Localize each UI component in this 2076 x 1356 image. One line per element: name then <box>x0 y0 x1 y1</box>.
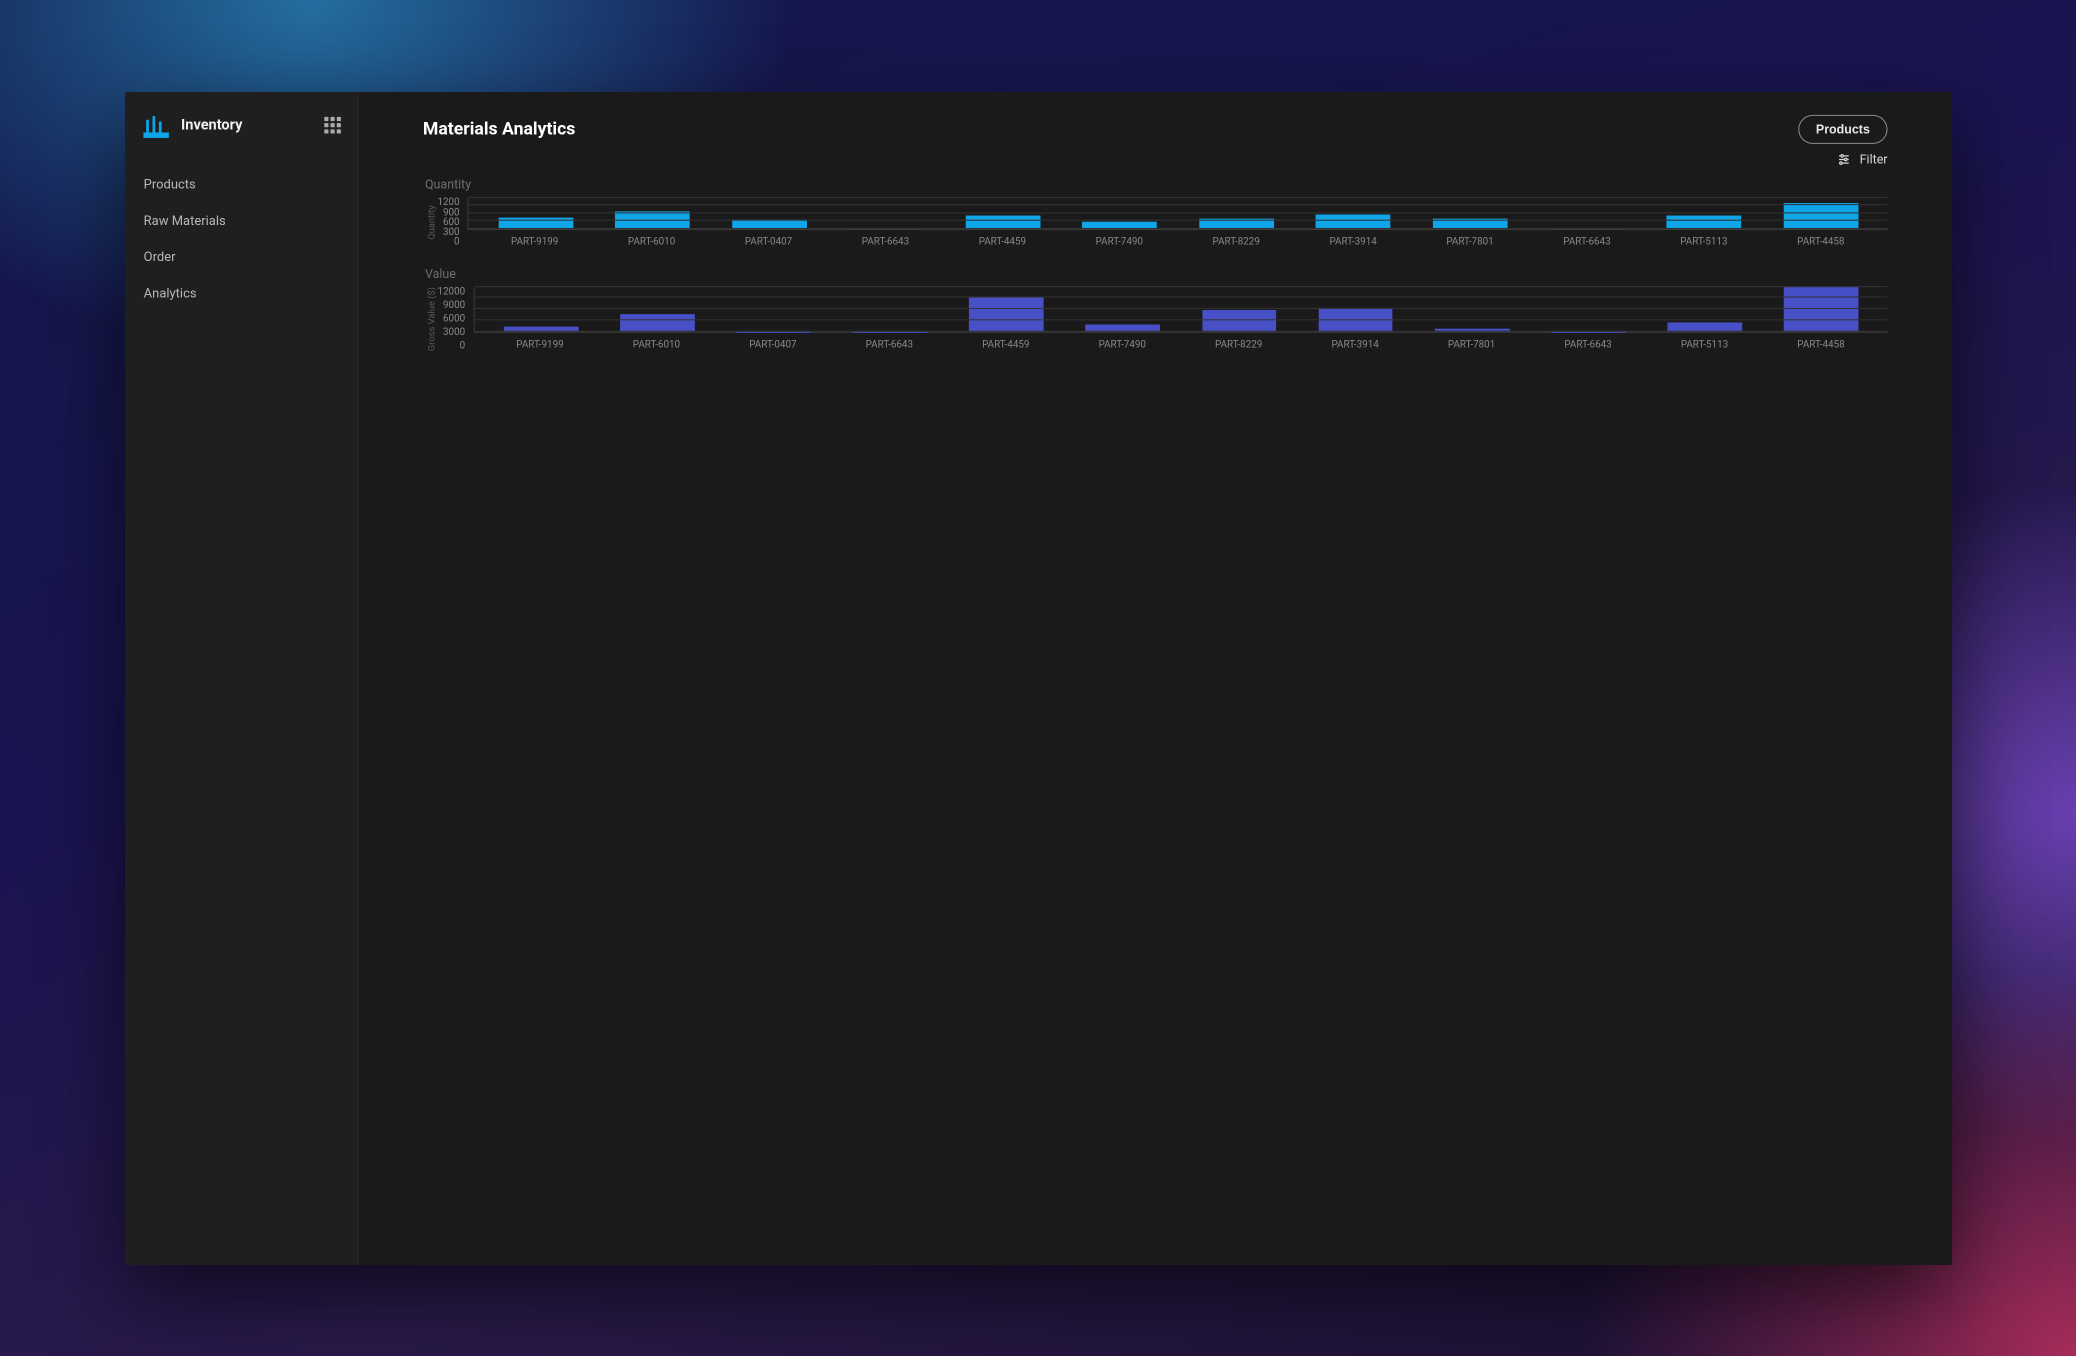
x-tick: PART-8229 <box>1177 235 1294 246</box>
quantity-x-ticks: PART-9199PART-6010PART-0407PART-6643PART… <box>467 229 1887 247</box>
x-tick: PART-3914 <box>1294 235 1411 246</box>
y-tick: 3000 <box>443 327 465 337</box>
quantity-y-axis-label: Quantity <box>422 205 437 240</box>
quantity-plot <box>467 197 1887 229</box>
bar[interactable] <box>620 313 694 331</box>
x-tick: PART-7801 <box>1411 235 1528 246</box>
x-tick: PART-6643 <box>1529 339 1645 350</box>
x-tick: PART-6643 <box>831 339 947 350</box>
value-chart: Value Gross Value ($) 12000 9000 6000 3000 0… <box>422 265 1887 350</box>
x-tick: PART-6643 <box>827 235 944 246</box>
y-tick: 6000 <box>443 313 465 323</box>
y-tick: 600 <box>443 217 460 227</box>
x-tick: PART-4459 <box>947 339 1063 350</box>
x-tick: PART-5113 <box>1645 235 1762 246</box>
filter-row: Filter <box>422 152 1887 167</box>
gridline <box>474 308 1887 309</box>
x-tick: PART-6010 <box>598 339 714 350</box>
bar[interactable] <box>498 217 573 228</box>
x-tick: PART-6643 <box>1528 235 1645 246</box>
products-button[interactable]: Products <box>1798 114 1887 143</box>
x-tick: PART-9199 <box>481 339 597 350</box>
gridline <box>469 227 1888 228</box>
apps-grid-icon[interactable] <box>324 116 341 133</box>
brand-title: Inventory <box>181 116 242 133</box>
y-tick: 12000 <box>437 286 465 296</box>
brand[interactable]: Inventory <box>141 110 242 139</box>
x-tick: PART-7801 <box>1413 339 1529 350</box>
bar[interactable] <box>1202 310 1276 331</box>
factory-icon <box>141 110 170 139</box>
y-tick: 1200 <box>437 197 459 207</box>
bar[interactable] <box>1316 215 1391 229</box>
main-header: Materials Analytics Products <box>422 114 1887 143</box>
app-window: Inventory Products Raw Materials Order A… <box>125 92 1952 1265</box>
quantity-y-ticks: 12009006003000 <box>437 197 467 246</box>
value-y-axis-label: Gross Value ($) <box>422 286 437 350</box>
x-tick: PART-4459 <box>943 235 1060 246</box>
gridline <box>474 285 1887 286</box>
gridline <box>469 196 1888 197</box>
gridline <box>469 219 1888 220</box>
sidebar-item-analytics[interactable]: Analytics <box>125 275 358 311</box>
gridline <box>474 330 1887 331</box>
gridline <box>474 319 1887 320</box>
x-tick: PART-7490 <box>1060 235 1177 246</box>
x-tick: PART-3914 <box>1296 339 1412 350</box>
bar[interactable] <box>1783 203 1858 229</box>
gridline <box>474 296 1887 297</box>
bar[interactable] <box>1666 215 1741 228</box>
sidebar-nav: Products Raw Materials Order Analytics <box>125 162 358 316</box>
filter-button[interactable]: Filter <box>1859 152 1887 167</box>
y-tick: 0 <box>459 340 465 350</box>
value-x-ticks: PART-9199PART-6010PART-0407PART-6643PART… <box>473 332 1887 350</box>
sidebar-header: Inventory <box>125 110 358 162</box>
sidebar-item-raw-materials[interactable]: Raw Materials <box>125 203 358 239</box>
value-y-ticks: 12000 9000 6000 3000 0 <box>437 286 473 350</box>
gridline <box>469 212 1888 213</box>
x-tick: PART-0407 <box>710 235 827 246</box>
bar[interactable] <box>965 215 1040 228</box>
bar[interactable] <box>969 296 1043 332</box>
x-tick: PART-7490 <box>1064 339 1180 350</box>
sidebar-item-order[interactable]: Order <box>125 239 358 275</box>
x-tick: PART-4458 <box>1762 235 1879 246</box>
x-tick: PART-6010 <box>593 235 710 246</box>
x-tick: PART-8229 <box>1180 339 1296 350</box>
main-content: Materials Analytics Products Filter Quan… <box>358 92 1951 1265</box>
value-plot <box>473 286 1887 332</box>
x-tick: PART-0407 <box>714 339 830 350</box>
sliders-icon <box>1836 152 1851 167</box>
x-tick: PART-9199 <box>476 235 593 246</box>
value-chart-title: Value <box>425 265 1888 280</box>
gridline <box>469 204 1888 205</box>
x-tick: PART-4458 <box>1762 339 1878 350</box>
y-tick: 9000 <box>443 300 465 310</box>
sidebar-item-products[interactable]: Products <box>125 166 358 202</box>
quantity-chart-title: Quantity <box>425 177 1888 192</box>
x-tick: PART-5113 <box>1646 339 1762 350</box>
quantity-chart: Quantity Quantity 12009006003000 PART-91… <box>422 177 1887 247</box>
y-tick: 0 <box>454 237 460 247</box>
sidebar: Inventory Products Raw Materials Order A… <box>125 92 359 1265</box>
page-title: Materials Analytics <box>422 119 574 140</box>
